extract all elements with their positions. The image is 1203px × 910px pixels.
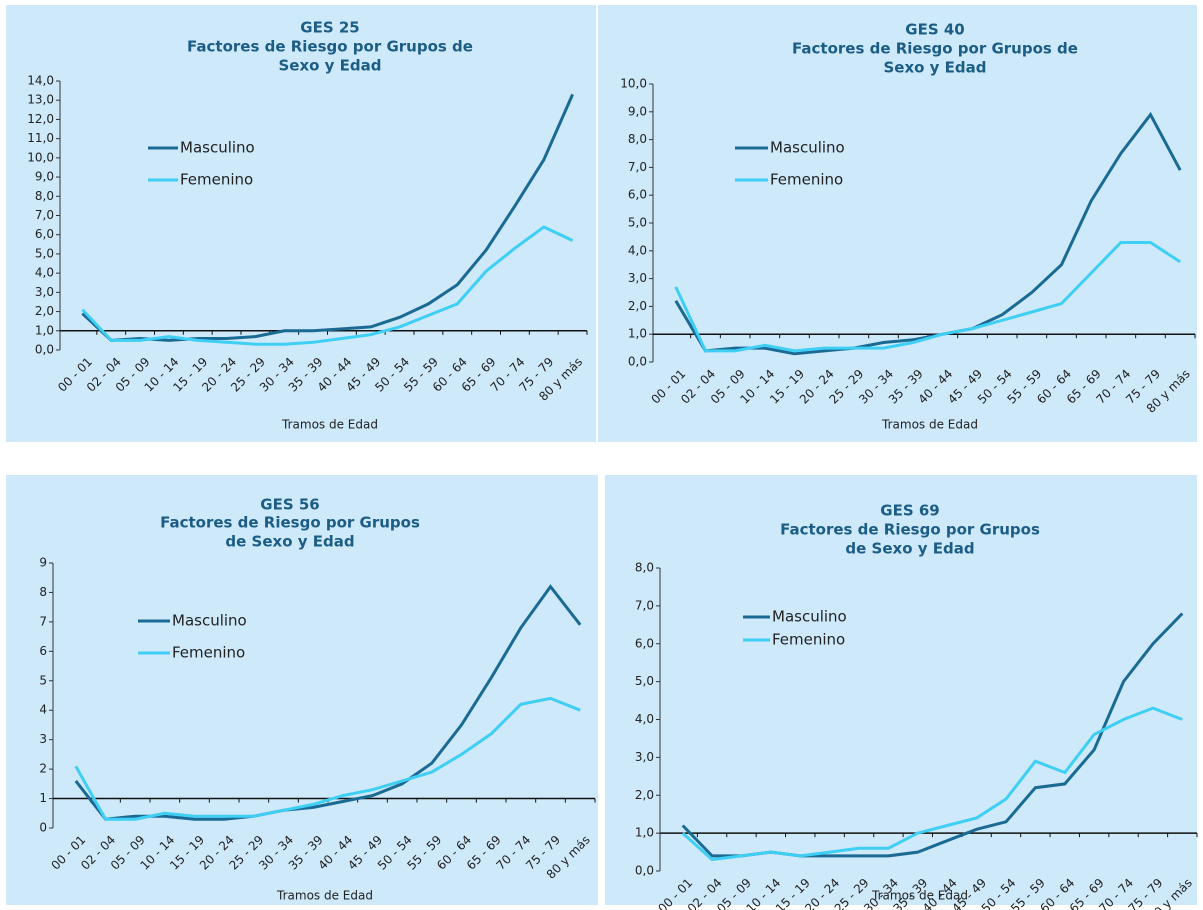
chart-title: Sexo y Edad [278, 57, 381, 75]
y-tick-label: 3,0 [628, 271, 647, 285]
panel-background [6, 475, 598, 905]
y-tick-label: 6,0 [635, 636, 654, 650]
legend-label: Masculino [772, 608, 847, 626]
legend-label: Femenino [770, 171, 843, 189]
x-axis-label: Tramos de Edad [276, 889, 373, 903]
y-tick-label: 4,0 [635, 712, 654, 726]
legend-label: Femenino [180, 171, 253, 189]
chart-title: Factores de Riesgo por Grupos [780, 521, 1040, 539]
y-tick-label: 11,0 [27, 131, 54, 145]
y-tick-label: 4,0 [628, 243, 647, 257]
y-tick-label: 3,0 [35, 285, 54, 299]
legend-label: Masculino [180, 139, 255, 157]
y-tick-label: 5,0 [35, 246, 54, 260]
chart-title: GES 69 [880, 502, 939, 520]
y-tick-label: 6 [39, 644, 47, 658]
y-tick-label: 9,0 [35, 170, 54, 184]
series-line [81, 93, 574, 342]
series-line [681, 706, 1183, 862]
y-tick-label: 5,0 [628, 216, 647, 230]
chart-title: Factores de Riesgo por Grupos de [187, 38, 473, 56]
chart-title: GES 40 [905, 21, 964, 39]
y-tick-label: 9 [39, 556, 47, 570]
y-tick-label: 8,0 [35, 189, 54, 203]
x-axis-label: Tramos de Edad [281, 418, 378, 432]
series-line [674, 241, 1182, 353]
y-tick-label: 3 [39, 732, 47, 746]
y-tick-label: 1 [39, 791, 47, 805]
y-tick-label: 7,0 [628, 160, 647, 174]
x-axis-label: Tramos de Edad [871, 889, 968, 903]
y-tick-label: 2 [39, 762, 47, 776]
y-tick-label: 8 [39, 585, 47, 599]
chart-title: GES 25 [300, 19, 359, 37]
y-tick-label: 0,0 [635, 864, 654, 878]
y-tick-label: 8,0 [635, 561, 654, 575]
y-tick-label: 1,0 [35, 323, 54, 337]
chart-title: de Sexo y Edad [845, 540, 974, 558]
chart-title: GES 56 [260, 496, 319, 514]
legend-label: Femenino [172, 644, 245, 662]
y-tick-label: 7,0 [35, 208, 54, 222]
y-tick-label: 4 [39, 703, 47, 717]
y-tick-label: 13,0 [27, 93, 54, 107]
series-line [74, 584, 582, 821]
y-tick-label: 6,0 [628, 188, 647, 202]
y-tick-label: 1,0 [628, 327, 647, 341]
y-tick-label: 2,0 [35, 304, 54, 318]
chart-title: Sexo y Edad [883, 59, 986, 77]
legend-label: Femenino [772, 631, 845, 649]
x-axis-label: Tramos de Edad [881, 418, 978, 432]
y-tick-label: 3,0 [635, 750, 654, 764]
y-tick-label: 0,0 [35, 343, 54, 357]
y-tick-label: 5,0 [635, 674, 654, 688]
y-tick-label: 0 [39, 821, 47, 835]
y-tick-label: 1,0 [635, 826, 654, 840]
y-tick-label: 12,0 [27, 112, 54, 126]
y-tick-label: 7 [39, 614, 47, 628]
y-tick-label: 2,0 [635, 788, 654, 802]
y-tick-label: 6,0 [35, 227, 54, 241]
panel-background [6, 5, 596, 442]
legend-label: Masculino [770, 139, 845, 157]
chart-title: Factores de Riesgo por Grupos de [792, 40, 1078, 58]
y-tick-label: 10,0 [27, 150, 54, 164]
series-line [74, 696, 581, 821]
y-tick-label: 10,0 [620, 77, 647, 91]
y-tick-label: 14,0 [27, 74, 54, 88]
chart-title: Factores de Riesgo por Grupos [160, 514, 420, 532]
chart-title: de Sexo y Edad [225, 533, 354, 551]
y-tick-label: 2,0 [628, 299, 647, 313]
legend-label: Masculino [172, 612, 247, 630]
y-tick-label: 9,0 [628, 104, 647, 118]
y-tick-label: 4,0 [35, 266, 54, 280]
y-tick-label: 8,0 [628, 132, 647, 146]
y-tick-label: 0,0 [628, 355, 647, 369]
series-line [81, 225, 574, 346]
y-tick-label: 7,0 [635, 598, 654, 612]
panel-background [598, 5, 1197, 442]
y-tick-label: 5 [39, 673, 47, 687]
